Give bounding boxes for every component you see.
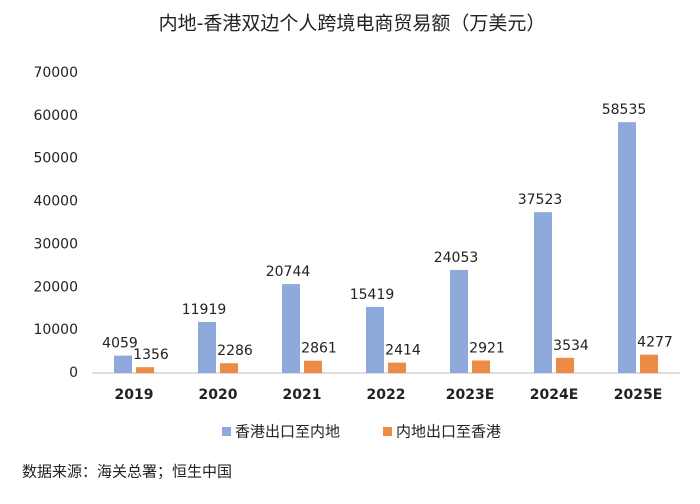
y-tick-label: 0	[69, 365, 78, 381]
value-label: 2414	[385, 343, 421, 359]
bar	[366, 306, 384, 373]
x-tick-label: 2020	[199, 387, 238, 403]
bar	[450, 269, 468, 373]
bar	[304, 360, 322, 373]
bar	[282, 284, 300, 373]
bar	[136, 367, 154, 373]
y-tick-label: 50000	[33, 151, 78, 167]
y-tick-label: 10000	[33, 322, 78, 338]
y-tick-label: 70000	[33, 65, 78, 81]
value-label: 20744	[266, 264, 311, 280]
bar	[640, 354, 658, 373]
value-label: 1356	[133, 347, 169, 363]
value-label: 2286	[217, 343, 253, 359]
bar	[114, 355, 132, 373]
x-tick-label: 2021	[283, 387, 322, 403]
value-label: 2921	[469, 340, 505, 356]
x-tick-label: 2022	[367, 387, 406, 403]
bar	[388, 362, 406, 373]
legend-swatch	[383, 427, 392, 436]
bar	[534, 212, 552, 373]
bar	[198, 321, 216, 373]
value-label: 24053	[434, 250, 479, 266]
x-tick-label: 2019	[115, 387, 154, 403]
y-tick-label: 20000	[33, 279, 78, 295]
y-tick-label: 30000	[33, 236, 78, 252]
bar	[220, 363, 238, 373]
chart-title: 内地-香港双边个人跨境电商贸易额（万美元）	[159, 13, 546, 35]
source-note: 数据来源：海关总署；恒生中国	[22, 463, 232, 481]
bar	[618, 122, 636, 373]
value-label: 11919	[182, 302, 227, 318]
value-label: 3534	[553, 338, 589, 354]
y-tick-label: 40000	[33, 194, 78, 210]
x-tick-label: 2023E	[446, 387, 495, 403]
legend-swatch	[222, 427, 231, 436]
value-label: 4277	[637, 335, 673, 351]
legend-label: 香港出口至内地	[235, 423, 340, 441]
value-label: 2861	[301, 341, 337, 357]
value-label: 58535	[602, 102, 647, 118]
x-tick-label: 2025E	[614, 387, 663, 403]
value-label: 4059	[102, 336, 138, 352]
bar	[472, 360, 490, 373]
legend-label: 内地出口至香港	[396, 423, 501, 441]
value-label: 37523	[518, 192, 563, 208]
y-tick-label: 60000	[33, 108, 78, 124]
x-tick-label: 2024E	[530, 387, 579, 403]
value-label: 15419	[350, 287, 395, 303]
bar	[556, 357, 574, 373]
